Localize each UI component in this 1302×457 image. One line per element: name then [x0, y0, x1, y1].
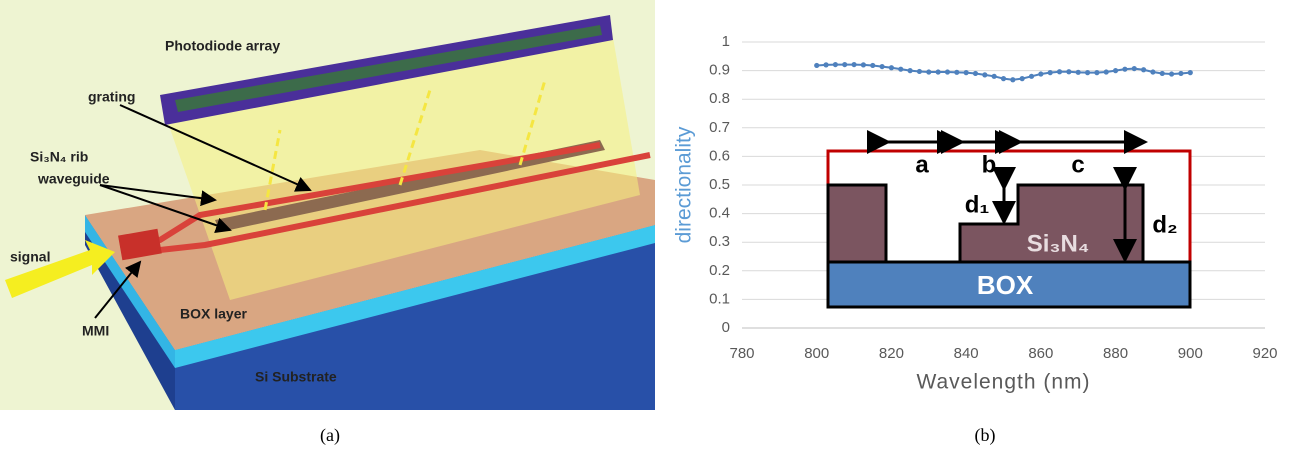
data-point	[1020, 76, 1025, 81]
x-tick-label: 800	[804, 345, 829, 362]
x-axis-title: Wavelength (nm)	[916, 371, 1090, 394]
x-tick-label: 820	[879, 345, 904, 362]
data-point	[1029, 74, 1034, 79]
y-axis-title: directionality	[673, 126, 696, 243]
label: b	[982, 151, 997, 178]
data-point	[814, 63, 819, 68]
data-point	[908, 68, 913, 73]
label: waveguide	[37, 171, 110, 187]
data-point	[954, 70, 959, 75]
data-point	[1001, 76, 1006, 81]
data-point	[833, 62, 838, 67]
data-point	[936, 69, 941, 74]
data-point	[917, 69, 922, 74]
data-point	[842, 62, 847, 67]
data-point	[992, 74, 997, 79]
y-tick-label: 0.7	[709, 119, 730, 136]
illustration: Photodiode array grating Si₃N₄ rib waveg…	[0, 0, 655, 410]
data-point	[898, 67, 903, 72]
data-point	[964, 70, 969, 75]
y-tick-label: 0.6	[709, 147, 730, 164]
x-tick-label: 780	[729, 345, 754, 362]
label: Si₃N₄ rib	[30, 149, 88, 165]
data-point	[823, 62, 828, 67]
data-point	[1048, 70, 1053, 75]
data-point	[870, 63, 875, 68]
y-tick-label: 0	[722, 319, 730, 336]
data-point	[1188, 70, 1193, 75]
data-point	[889, 65, 894, 70]
data-point	[1178, 71, 1183, 76]
data-point	[1160, 71, 1165, 76]
data-point	[945, 69, 950, 74]
x-tick-label: 920	[1252, 345, 1277, 362]
x-tick-label: 880	[1103, 345, 1128, 362]
label: Si₃N₄	[1027, 230, 1090, 257]
data-point	[1132, 66, 1137, 71]
data-point	[1010, 77, 1015, 82]
caption: (a)	[320, 425, 340, 446]
caption: (b)	[975, 425, 996, 446]
label: c	[1071, 151, 1084, 178]
label: BOX	[977, 270, 1034, 300]
y-tick-label: 0.8	[709, 90, 730, 107]
y-tick-label: 0.4	[709, 205, 730, 222]
figure: Photodiode array grating Si₃N₄ rib waveg…	[0, 0, 1302, 452]
data-point	[879, 64, 884, 69]
data-point	[1141, 67, 1146, 72]
rib	[828, 185, 886, 262]
y-tick-label: 0.5	[709, 176, 730, 193]
label: d₂	[1152, 211, 1177, 238]
data-point	[1169, 71, 1174, 76]
label: Photodiode array	[165, 38, 280, 54]
data-point	[1104, 69, 1109, 74]
y-tick-label: 0.1	[709, 290, 730, 307]
data-point	[973, 71, 978, 76]
label: MMI	[82, 323, 109, 339]
data-point	[1085, 70, 1090, 75]
data-point	[1066, 69, 1071, 74]
data-point	[1057, 69, 1062, 74]
data-point	[1150, 69, 1155, 74]
x-tick-label: 840	[954, 345, 979, 362]
y-tick-label: 0.3	[709, 233, 730, 250]
label: grating	[88, 89, 135, 105]
data-point	[1113, 68, 1118, 73]
x-tick-label: 900	[1178, 345, 1203, 362]
data-point	[926, 69, 931, 74]
label: signal	[10, 249, 50, 265]
data-point	[851, 62, 856, 67]
data-point	[1076, 70, 1081, 75]
inset-diagram: a b c d₁ d₂ Si₃N₄ BOX	[828, 142, 1190, 307]
data-point	[1094, 70, 1099, 75]
y-tick-label: 0.2	[709, 262, 730, 279]
x-tick-label: 860	[1028, 345, 1053, 362]
label: Si Substrate	[255, 369, 337, 385]
data-point	[982, 72, 987, 77]
data-point	[1122, 67, 1127, 72]
y-tick-label: 0.9	[709, 62, 730, 79]
data-point	[861, 62, 866, 67]
y-tick-label: 1	[722, 33, 730, 50]
label: a	[915, 151, 929, 178]
label: d₁	[965, 191, 990, 218]
label: BOX layer	[180, 306, 247, 322]
data-point	[1038, 71, 1043, 76]
